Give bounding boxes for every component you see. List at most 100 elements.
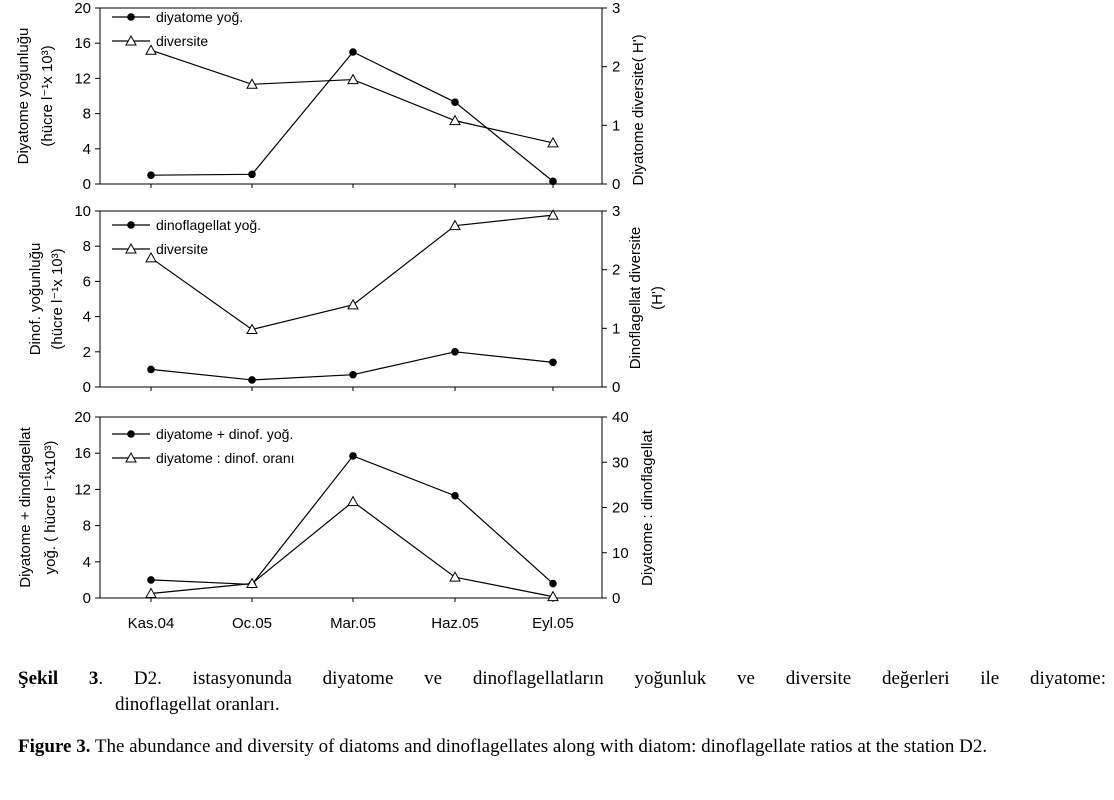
series-line-1 (150, 51, 554, 182)
legend-label: diyatome : dinof. oranı (156, 450, 295, 466)
caption-tr-text-2: dinoflagellat oranları. (115, 694, 280, 715)
legend-label: dinoflagellat yoğ. (156, 217, 261, 233)
y-axis-label-left: (hücre l⁻¹x 10³) (39, 45, 56, 146)
legend-marker-circle (127, 13, 135, 21)
data-point-circle (349, 48, 357, 56)
left-tick-label: 12 (74, 481, 91, 498)
right-tick-label: 30 (612, 454, 629, 471)
left-tick-label: 16 (74, 35, 91, 52)
y-axis-label-left: Diyatome + dinoflagellat (17, 426, 34, 587)
data-point-triangle (145, 587, 157, 598)
y-axis-label-right: Dinoflagellat diversite (627, 227, 644, 370)
left-tick-label: 8 (83, 518, 91, 535)
data-point-circle (147, 576, 155, 584)
right-tick-label: 0 (612, 176, 620, 193)
panel-ratio: 0 4 8 12 16 20 0 10 20 30 40 Diyatome + dinoflagell… (17, 409, 656, 607)
left-tick-label: 8 (83, 106, 91, 123)
data-point-circle (549, 358, 557, 367)
legend-label: diversite (156, 241, 208, 257)
left-tick-label: 12 (74, 70, 91, 87)
right-tick-label: 2 (612, 59, 620, 76)
data-point-circle (451, 98, 459, 106)
y-axis-label-right: Diyatome : dinoflagellat (639, 429, 656, 586)
data-point-triangle (347, 298, 359, 310)
legend-marker-triangle (125, 242, 137, 254)
right-tick-label: 1 (612, 117, 620, 134)
data-point-circle (147, 171, 155, 179)
data-point-triangle (547, 136, 559, 148)
y-axis-label-right: Diyatome diversite( H') (630, 34, 647, 185)
right-tick-label: 1 (612, 320, 620, 337)
left-tick-label: 4 (83, 309, 91, 326)
right-tick-label: 0 (612, 590, 620, 607)
data-point-circle (549, 177, 557, 186)
y-axis-label-left: Dinof. yoğunluğu (27, 243, 44, 356)
data-point-triangle (547, 590, 559, 602)
plot-frame (99, 416, 603, 599)
legend-label: diyatome yoğ. (156, 9, 243, 25)
data-point-triangle (347, 495, 359, 507)
caption-en-label: Figure 3. (18, 736, 91, 757)
right-tick-label: 20 (612, 500, 629, 517)
data-point-triangle (246, 78, 258, 89)
left-tick-label: 0 (83, 590, 91, 607)
data-point-circle (248, 376, 256, 384)
data-point-circle (248, 170, 256, 179)
left-tick-label: 20 (74, 0, 91, 17)
caption-tr-text-1: . D2. istasyonunda diyatome ve dinoflage… (98, 668, 1106, 689)
data-point-triangle (246, 323, 258, 335)
right-tick-label: 40 (612, 409, 629, 426)
panel-dinoflagellate: 0 2 4 6 8 10 0 1 2 3 Dinof. yoğunluğu (hücre l⁻¹x 1… (27, 203, 666, 396)
caption-turkish: Şekil 3. D2. istasyonunda diyatome ve di… (18, 666, 1106, 718)
legend-marker-circle (127, 430, 135, 438)
data-point-circle (451, 348, 459, 356)
data-point-triangle (449, 219, 461, 231)
left-tick-label: 4 (83, 141, 91, 158)
caption-en-text: The abundance and diversity of diatoms a… (90, 736, 988, 757)
data-point-triangle (347, 73, 359, 85)
data-point-triangle (547, 209, 559, 220)
x-tick-label: Oc.05 (232, 615, 272, 632)
right-tick-label: 3 (612, 0, 620, 17)
y-axis-label-left: (hücre l⁻¹x 10³) (49, 248, 66, 349)
y-axis-label-right: (H') (649, 286, 666, 310)
x-tick-label: Kas.04 (128, 615, 175, 632)
right-tick-label: 0 (612, 379, 620, 396)
data-point-circle (549, 579, 557, 588)
x-tick-label: Mar.05 (330, 615, 376, 632)
left-tick-label: 2 (83, 344, 91, 361)
data-point-triangle (145, 44, 157, 55)
right-tick-label: 2 (612, 262, 620, 279)
data-point-circle (147, 365, 155, 374)
plot-frame (99, 210, 603, 388)
left-tick-label: 20 (74, 409, 91, 426)
caption-tr-label: Şekil 3 (18, 668, 99, 689)
left-tick-label: 8 (83, 238, 91, 255)
legend-marker-triangle (125, 451, 137, 463)
data-point-triangle (449, 114, 461, 126)
left-tick-label: 10 (74, 203, 91, 220)
data-point-triangle (246, 577, 258, 589)
shared-x-axis-labels: Kas.04 Oc.05 Mar.05 Haz.05 Eyl.05 (128, 615, 574, 632)
plot-frame (99, 7, 603, 185)
legend-label: diyatome + dinof. yoğ. (156, 426, 293, 442)
caption-english: Figure 3. The abundance and diversity of… (18, 734, 1078, 760)
legend-label: diversite (156, 33, 208, 49)
left-tick-label: 6 (83, 273, 91, 290)
data-point-circle (349, 370, 357, 379)
x-tick-label: Eyl.05 (532, 615, 574, 632)
right-tick-label: 10 (612, 545, 629, 562)
right-tick-label: 3 (612, 203, 620, 220)
left-tick-label: 16 (74, 445, 91, 462)
data-point-triangle (449, 571, 461, 582)
left-tick-label: 0 (83, 379, 91, 396)
data-point-triangle (145, 251, 157, 263)
legend-marker-triangle (125, 34, 137, 46)
left-tick-label: 4 (83, 554, 91, 571)
series-line-2 (150, 49, 554, 144)
data-point-circle (451, 491, 459, 500)
left-tick-label: 0 (83, 176, 91, 193)
series-line-1 (150, 455, 554, 586)
